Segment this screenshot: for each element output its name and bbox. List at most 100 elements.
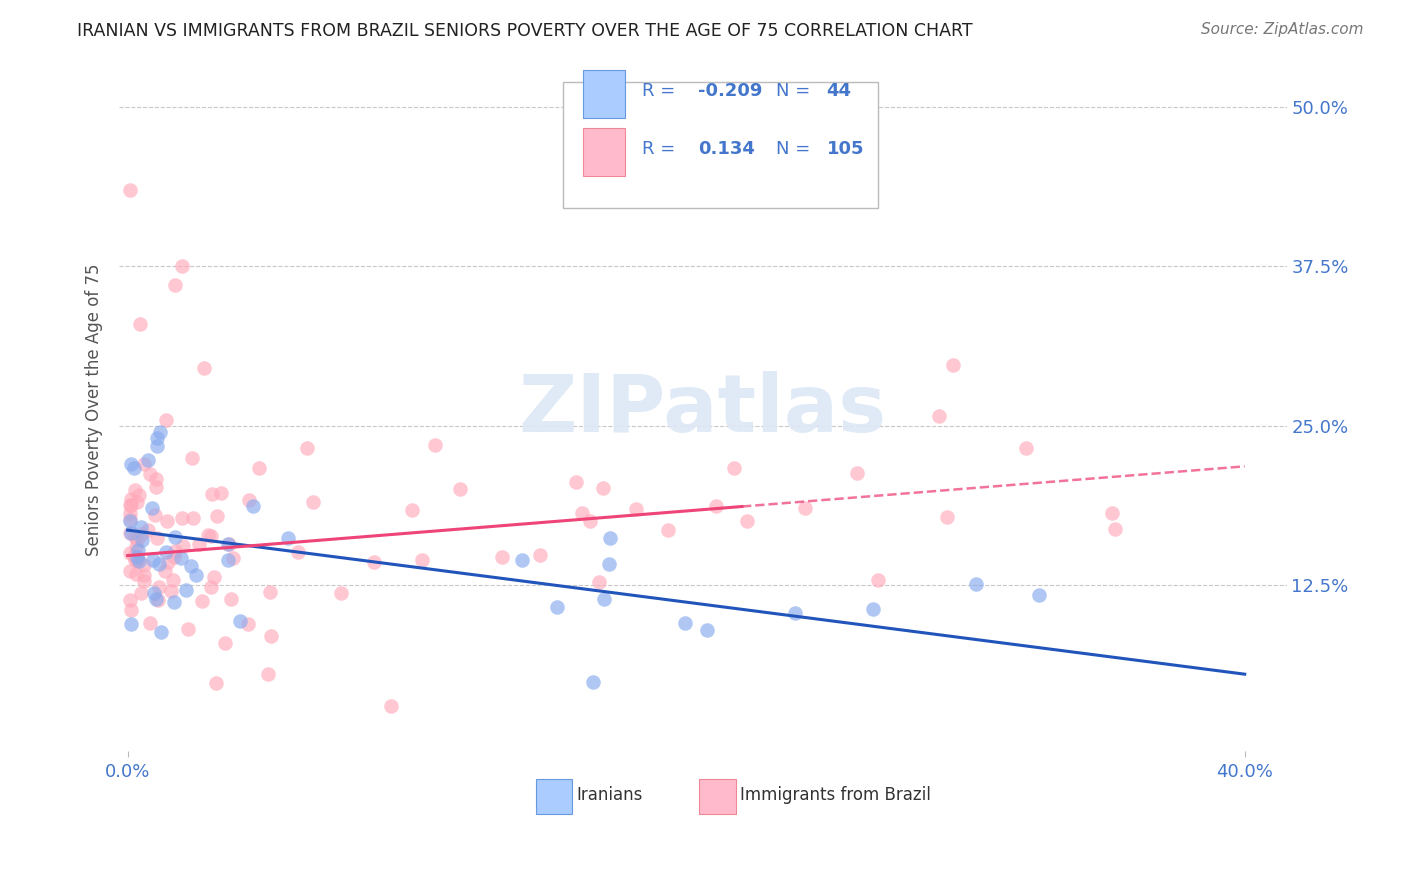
Point bbox=[219, 591, 242, 606]
Point bbox=[120, 498, 142, 512]
Point bbox=[862, 602, 884, 616]
Text: ZIPatlas: ZIPatlas bbox=[519, 370, 887, 449]
Point bbox=[845, 467, 868, 481]
Point bbox=[163, 595, 186, 609]
Point bbox=[184, 568, 207, 582]
Point bbox=[128, 487, 150, 501]
Point bbox=[1014, 441, 1036, 455]
Point bbox=[148, 557, 170, 571]
Point bbox=[866, 573, 889, 587]
Point bbox=[723, 460, 745, 475]
Point bbox=[197, 528, 219, 542]
Point bbox=[259, 629, 281, 643]
Point bbox=[153, 564, 176, 578]
Point bbox=[120, 546, 142, 560]
Point bbox=[120, 458, 142, 472]
Point bbox=[704, 499, 727, 513]
Point bbox=[592, 482, 614, 496]
Point bbox=[200, 529, 222, 543]
Point bbox=[928, 409, 950, 424]
Text: 0.134: 0.134 bbox=[699, 140, 755, 158]
Point bbox=[201, 487, 224, 501]
Point bbox=[120, 512, 142, 526]
Point bbox=[599, 531, 621, 545]
Point bbox=[363, 555, 385, 569]
Point bbox=[170, 550, 193, 565]
Point bbox=[238, 492, 260, 507]
Text: N =: N = bbox=[776, 82, 817, 100]
Point bbox=[176, 623, 198, 637]
Point bbox=[127, 543, 149, 558]
Point bbox=[581, 674, 603, 689]
Point bbox=[155, 413, 177, 427]
Point bbox=[131, 527, 153, 541]
Point bbox=[673, 615, 696, 630]
Point bbox=[125, 551, 148, 566]
Point bbox=[125, 533, 148, 547]
Point bbox=[143, 508, 166, 522]
Point bbox=[449, 482, 471, 496]
Point bbox=[935, 510, 957, 524]
Point bbox=[134, 458, 156, 472]
Point bbox=[942, 358, 965, 372]
Point bbox=[257, 667, 280, 681]
Point bbox=[214, 636, 236, 650]
Point bbox=[129, 520, 152, 534]
Point bbox=[120, 492, 142, 507]
Point bbox=[302, 494, 325, 508]
Point bbox=[205, 675, 228, 690]
Point bbox=[136, 523, 159, 537]
FancyBboxPatch shape bbox=[699, 780, 735, 814]
Point bbox=[380, 699, 402, 714]
Point bbox=[593, 591, 616, 606]
Point bbox=[146, 431, 169, 445]
Point bbox=[129, 586, 152, 600]
Point bbox=[120, 526, 142, 541]
Point bbox=[131, 533, 153, 548]
Text: Iranians: Iranians bbox=[576, 786, 643, 804]
Point bbox=[165, 530, 187, 544]
Point bbox=[127, 550, 149, 565]
Point bbox=[125, 494, 148, 508]
Point bbox=[588, 575, 610, 590]
Text: Source: ZipAtlas.com: Source: ZipAtlas.com bbox=[1201, 22, 1364, 37]
Point bbox=[145, 439, 167, 453]
Point bbox=[162, 574, 184, 588]
Point bbox=[491, 550, 513, 565]
Point bbox=[287, 545, 309, 559]
Point bbox=[1028, 588, 1050, 602]
Point bbox=[145, 472, 167, 486]
Point bbox=[124, 553, 146, 567]
Point bbox=[529, 548, 551, 562]
Point bbox=[172, 539, 194, 553]
Point bbox=[571, 506, 593, 520]
Point bbox=[139, 467, 162, 481]
Point bbox=[148, 593, 170, 607]
Point bbox=[120, 498, 142, 512]
Point bbox=[180, 558, 202, 573]
Point bbox=[163, 543, 186, 558]
Point bbox=[229, 614, 252, 628]
Point bbox=[217, 537, 239, 551]
Point bbox=[217, 553, 239, 567]
FancyBboxPatch shape bbox=[536, 780, 572, 814]
Point bbox=[181, 511, 204, 525]
Point bbox=[242, 499, 264, 513]
Text: 105: 105 bbox=[827, 140, 865, 158]
Point bbox=[200, 580, 222, 594]
Point bbox=[965, 577, 987, 591]
Point bbox=[125, 566, 148, 581]
Point bbox=[141, 501, 163, 516]
Point bbox=[657, 523, 679, 537]
Text: R =: R = bbox=[643, 140, 682, 158]
Point bbox=[425, 438, 447, 452]
Point bbox=[120, 514, 142, 528]
Point bbox=[401, 503, 423, 517]
Point bbox=[170, 259, 193, 273]
Y-axis label: Seniors Poverty Over the Age of 75: Seniors Poverty Over the Age of 75 bbox=[86, 263, 103, 556]
Point bbox=[124, 530, 146, 544]
Point bbox=[122, 549, 145, 563]
Point bbox=[143, 586, 166, 600]
Point bbox=[146, 531, 169, 545]
Point bbox=[174, 582, 197, 597]
